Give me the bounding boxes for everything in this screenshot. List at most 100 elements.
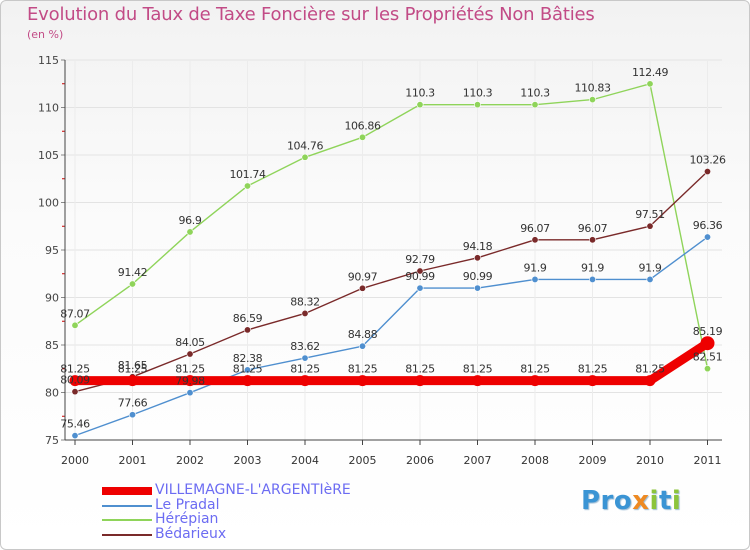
data-label: 90.97 [348, 270, 378, 283]
x-tick-label: 2002 [176, 454, 204, 467]
data-point [129, 411, 137, 419]
data-point [588, 275, 596, 283]
x-tick-label: 2011 [694, 454, 722, 467]
data-point [416, 284, 424, 292]
data-label: 104.76 [287, 139, 323, 152]
data-label: 88.32 [290, 295, 320, 308]
data-point [71, 388, 79, 396]
data-point [184, 375, 196, 387]
data-point [414, 375, 426, 387]
y-tick-label: 80 [45, 387, 59, 400]
series-line-2 [74, 83, 709, 370]
data-label: 81.25 [60, 363, 90, 376]
data-label: 90.99 [405, 270, 435, 283]
data-point [531, 275, 539, 283]
data-label: 75.46 [60, 418, 90, 431]
data-point [357, 375, 368, 387]
data-point [529, 375, 541, 387]
data-label: 80.09 [60, 374, 90, 387]
data-point [472, 375, 483, 387]
data-label: 96.36 [693, 219, 723, 232]
data-label: 90.99 [463, 270, 493, 283]
y-tick-label: 100 [38, 197, 59, 210]
data-label: 84.05 [175, 336, 205, 349]
data-label: 81.25 [520, 363, 550, 376]
data-point [531, 236, 539, 244]
data-point [71, 432, 79, 440]
y-tick-label: 85 [45, 339, 59, 352]
data-point [242, 375, 253, 387]
legend-label: Bédarieux [155, 525, 227, 542]
data-point [358, 133, 366, 141]
data-point [299, 375, 311, 387]
data-label: 81.25 [348, 363, 378, 376]
data-point [244, 182, 252, 190]
x-tick-label: 2007 [464, 454, 492, 467]
y-tick-label: 95 [45, 244, 59, 257]
series-line-3 [74, 170, 709, 393]
x-tick-label: 2009 [579, 454, 607, 467]
data-label: 112.49 [632, 66, 668, 79]
data-point [69, 375, 81, 387]
data-label: 81.25 [233, 363, 263, 376]
x-tick-label: 2005 [349, 454, 377, 467]
data-label: 92.79 [405, 253, 435, 266]
data-point [416, 101, 424, 109]
data-point [301, 354, 309, 362]
x-tick-label: 2001 [119, 454, 147, 467]
y-tick-label: 110 [38, 102, 59, 115]
series-line-1 [74, 236, 709, 437]
data-label: 81.25 [405, 363, 435, 376]
legend-swatch [102, 519, 152, 521]
data-label: 96.07 [520, 222, 550, 235]
data-point [358, 284, 366, 292]
data-label: 103.26 [689, 154, 725, 167]
data-point [473, 284, 481, 292]
data-point [129, 280, 137, 288]
data-point [646, 222, 654, 230]
data-label: 85.19 [693, 325, 723, 338]
x-tick-label: 2010 [636, 454, 664, 467]
data-label: 81.25 [635, 363, 665, 376]
data-point [703, 168, 711, 176]
data-label: 81.25 [463, 363, 493, 376]
data-point [127, 375, 138, 387]
data-label: 86.59 [233, 312, 263, 325]
chart-title: Evolution du Taux de Taxe Foncière sur l… [27, 4, 595, 25]
data-label: 110.3 [405, 87, 435, 100]
data-label: 91.9 [639, 261, 662, 274]
data-label: 82.51 [693, 351, 723, 364]
data-label: 97.51 [635, 208, 665, 221]
proxiti-logo: Proxiti [581, 486, 682, 516]
legend-swatch [102, 533, 152, 536]
data-label: 83.62 [290, 340, 320, 353]
data-point [473, 254, 481, 262]
data-point [186, 389, 194, 397]
data-label: 91.42 [118, 266, 148, 279]
data-label: 77.66 [118, 397, 148, 410]
data-label: 81.65 [118, 359, 148, 372]
legend-label: Hérépian [155, 511, 219, 527]
data-label: 110.3 [463, 87, 493, 100]
x-tick-label: 2003 [234, 454, 262, 467]
data-point [588, 96, 596, 104]
data-point [71, 321, 79, 329]
series-line-0 [70, 338, 712, 386]
y-tick-label: 115 [38, 54, 59, 67]
data-point [186, 350, 194, 358]
x-tick-label: 2006 [406, 454, 434, 467]
data-label: 79.98 [175, 375, 205, 388]
chart-subtitle: (en %) [27, 28, 64, 41]
data-point [646, 80, 654, 88]
data-point [588, 236, 596, 244]
data-label: 81.25 [290, 363, 320, 376]
data-label: 82.38 [233, 352, 263, 365]
data-point [703, 365, 711, 373]
data-point [301, 309, 309, 317]
data-label: 91.9 [581, 261, 604, 274]
legend-label: VILLEMAGNE-L'ARGENTIèRE [155, 482, 351, 498]
y-tick-label: 105 [38, 149, 59, 162]
x-tick-label: 2004 [291, 454, 319, 467]
